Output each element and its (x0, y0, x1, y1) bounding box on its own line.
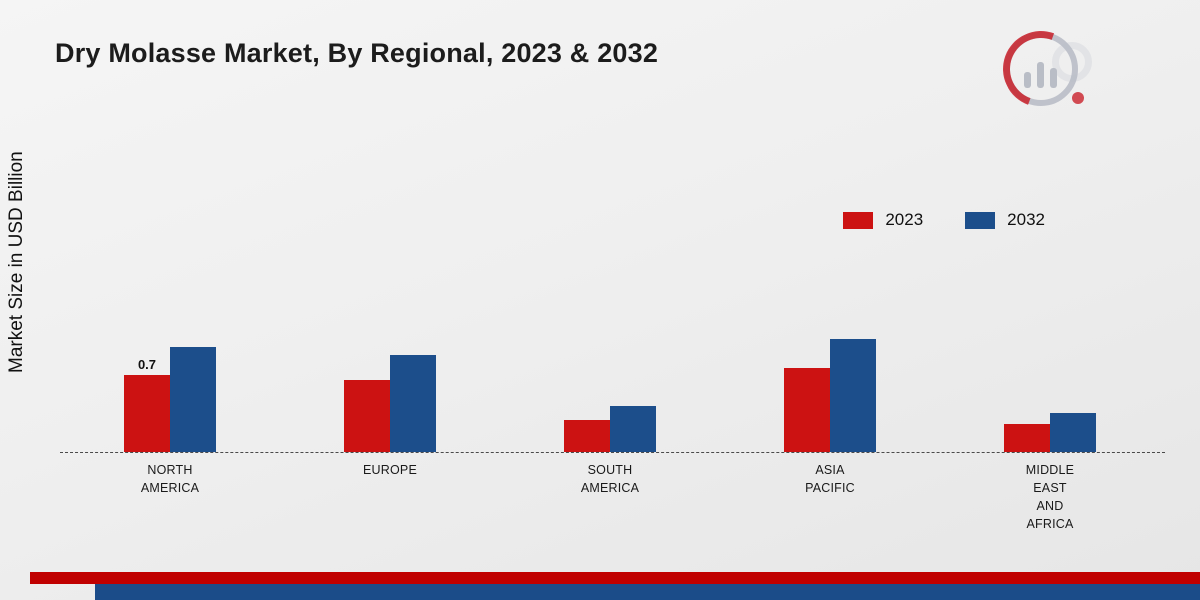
bar-2032-category-3 (830, 339, 876, 452)
chart-title: Dry Molasse Market, By Regional, 2023 & … (55, 38, 659, 68)
category-label: ASIA PACIFIC (805, 463, 855, 496)
bar-2032-category-4 (1050, 413, 1096, 452)
bar-group: EUROPE (280, 140, 500, 477)
market-research-future-logo (990, 18, 1092, 120)
y-axis-label: Market Size in USD Billion (6, 151, 27, 374)
bar-group: 0.7 NORTH AMERICA (60, 140, 280, 495)
bar-group: ASIA PACIFIC (720, 140, 940, 495)
legend-label: 2032 (1007, 210, 1045, 229)
footer-blue-stripe (95, 584, 1200, 600)
category-label: SOUTH AMERICA (580, 463, 640, 496)
footer-red-stripe (30, 572, 1200, 584)
bar-2023-category-0 (124, 375, 170, 452)
bar-2023-category-2 (564, 420, 610, 452)
legend-item-2032: 2032 (965, 210, 1045, 230)
bar-chart-icon (1024, 62, 1057, 88)
bar-2023-category-1 (344, 380, 390, 452)
category-label: NORTH AMERICA (140, 463, 200, 496)
bar-group: SOUTH AMERICA (500, 140, 720, 495)
bar-2023-category-4 (1004, 424, 1050, 452)
bar-group: MIDDLE EAST AND AFRICA (940, 140, 1160, 531)
legend-label: 2023 (885, 210, 924, 229)
bar-2032-category-0 (170, 347, 216, 452)
bar-2023-category-3 (784, 368, 830, 452)
legend-swatch-2032 (965, 211, 996, 229)
bar-groups: 0.7 NORTH AMERICA EUROPE SOUTH AMERICA ASIA … (60, 140, 1160, 531)
legend-swatch-2023 (843, 211, 874, 229)
legend-item-2023: 2023 (843, 210, 923, 230)
data-label: 0.7 (137, 357, 157, 372)
logo-ring-icon (1004, 32, 1078, 106)
logo-dot-icon (1072, 92, 1084, 104)
bar-2032-category-2 (610, 406, 656, 452)
x-axis-baseline (60, 452, 1165, 453)
legend: 2023 2032 (843, 210, 1045, 230)
category-label: MIDDLE EAST AND AFRICA (1025, 463, 1075, 532)
plot-area: 0.7 NORTH AMERICA EUROPE SOUTH AMERICA ASIA … (60, 140, 1160, 531)
category-label: EUROPE (363, 463, 417, 477)
bar-2032-category-1 (390, 355, 436, 452)
